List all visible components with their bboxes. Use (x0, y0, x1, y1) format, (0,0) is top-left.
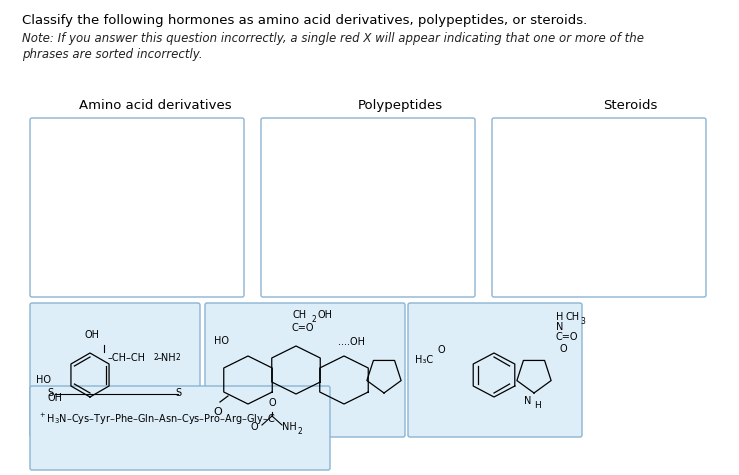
FancyBboxPatch shape (30, 303, 200, 437)
Text: C=O: C=O (292, 323, 314, 333)
Text: CH: CH (293, 310, 307, 320)
Text: Polypeptides: Polypeptides (358, 99, 443, 112)
Text: –NH: –NH (157, 353, 177, 363)
Text: C=O: C=O (556, 332, 579, 342)
Text: NH: NH (282, 422, 297, 432)
FancyBboxPatch shape (205, 303, 405, 437)
Text: –CH–CH: –CH–CH (108, 353, 146, 363)
Text: Note: If you answer this question incorrectly, a single red X will appear indica: Note: If you answer this question incorr… (22, 32, 644, 45)
Text: N: N (556, 322, 563, 332)
Text: O: O (559, 344, 567, 354)
Text: Classify the following hormones as amino acid derivatives, polypeptides, or ster: Classify the following hormones as amino… (22, 14, 588, 27)
Text: S: S (47, 388, 53, 398)
Text: O: O (213, 407, 222, 417)
Text: 2: 2 (153, 353, 157, 362)
Text: $^+$H$_3$N–Cys–Tyr–Phe–Gln–Asn–Cys–Pro–Arg–Gly–C: $^+$H$_3$N–Cys–Tyr–Phe–Gln–Asn–Cys–Pro–A… (38, 412, 276, 427)
Text: O: O (251, 422, 258, 432)
Text: H: H (556, 312, 563, 322)
Text: Amino acid derivatives: Amino acid derivatives (78, 99, 231, 112)
Text: H: H (534, 401, 541, 410)
Text: H₃C: H₃C (415, 355, 433, 365)
Text: OH: OH (84, 330, 100, 340)
Text: phrases are sorted incorrectly.: phrases are sorted incorrectly. (22, 48, 202, 61)
FancyBboxPatch shape (30, 118, 244, 297)
Text: ....OH: ....OH (338, 337, 365, 347)
FancyBboxPatch shape (261, 118, 475, 297)
FancyBboxPatch shape (30, 386, 330, 470)
Text: CH: CH (566, 312, 580, 322)
Text: S: S (175, 388, 181, 398)
Text: HO: HO (214, 336, 229, 346)
Text: 2: 2 (312, 315, 317, 324)
Text: N: N (524, 396, 531, 406)
Text: OH: OH (317, 310, 332, 320)
Text: O: O (268, 398, 276, 408)
Text: 2: 2 (176, 353, 181, 362)
Text: 3: 3 (580, 317, 585, 326)
Text: HO: HO (36, 375, 51, 385)
Text: Steroids: Steroids (603, 99, 657, 112)
FancyBboxPatch shape (492, 118, 706, 297)
Text: OH: OH (47, 393, 62, 403)
FancyBboxPatch shape (408, 303, 582, 437)
Text: O: O (437, 345, 445, 355)
Text: 2: 2 (298, 427, 303, 436)
